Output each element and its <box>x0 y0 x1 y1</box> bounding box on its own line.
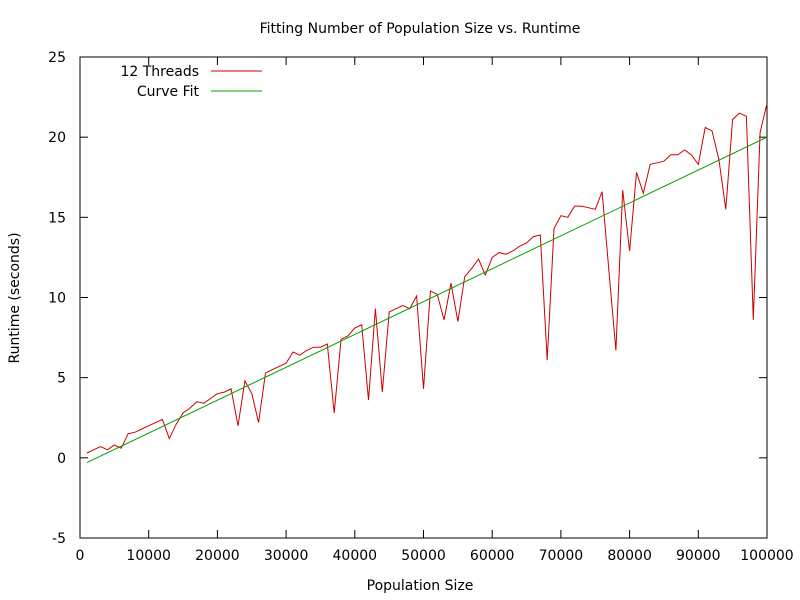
series-line-curve-fit <box>86 136 768 464</box>
x-tick-label: 90000 <box>676 548 721 564</box>
x-axis-ticks: 0 10000 20000 30000 40000 50000 60000 70000 8000… <box>76 57 794 564</box>
plot-frame <box>79 56 768 539</box>
y-tick-label: -5 <box>52 531 66 547</box>
y-tick-label: 10 <box>48 291 66 307</box>
legend-label: Curve Fit <box>137 84 200 100</box>
y-tick-label: 5 <box>57 371 66 387</box>
y-tick-label: 20 <box>48 130 66 146</box>
series-layer <box>86 103 768 464</box>
x-tick-label: 20000 <box>195 548 240 564</box>
legend-label: 12 Threads <box>120 64 199 80</box>
plot-border <box>79 56 768 539</box>
chart-title: Fitting Number of Population Size vs. Ru… <box>260 21 581 37</box>
series-line-12-threads <box>86 103 768 454</box>
legend: 12 Threads Curve Fit <box>120 64 262 100</box>
x-tick-label: 70000 <box>539 548 584 564</box>
y-tick-label: 0 <box>57 451 66 467</box>
x-axis-label: Population Size <box>367 578 474 594</box>
x-tick-label: 30000 <box>264 548 309 564</box>
x-tick-label: 10000 <box>126 548 171 564</box>
x-tick-label: 40000 <box>333 548 378 564</box>
y-axis-label: Runtime (seconds) <box>7 232 23 363</box>
x-tick-label: 50000 <box>401 548 446 564</box>
x-tick-label: 60000 <box>470 548 515 564</box>
x-tick-label: 80000 <box>607 548 652 564</box>
y-tick-label: 15 <box>48 210 66 226</box>
y-axis-ticks: -5 0 5 10 15 20 25 <box>48 50 767 547</box>
x-tick-label: 100000 <box>740 548 793 564</box>
y-tick-label: 25 <box>48 50 66 66</box>
x-tick-label: 0 <box>76 548 85 564</box>
